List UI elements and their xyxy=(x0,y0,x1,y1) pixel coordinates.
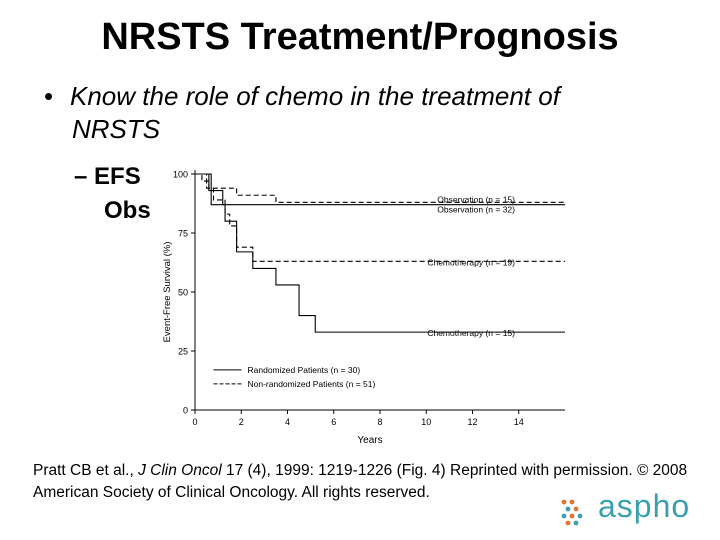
slide-title: NRSTS Treatment/Prognosis xyxy=(101,16,619,58)
x-tick-label: 12 xyxy=(467,417,477,427)
y-tick-label: 50 xyxy=(178,288,188,298)
bullet-marker: • xyxy=(44,81,54,111)
y-tick-label: 0 xyxy=(183,406,188,416)
x-axis-label: Years xyxy=(357,435,382,446)
chart-background xyxy=(150,160,570,455)
sub-marker: – xyxy=(74,163,88,190)
x-tick-label: 2 xyxy=(239,417,244,427)
bullet-line-1: • Know the role of chemo in the treatment… xyxy=(44,80,560,113)
aspho-logo: aspho xyxy=(558,488,718,536)
x-tick-label: 6 xyxy=(331,417,336,427)
series-label: Chemotherapy (n = 15) xyxy=(427,328,515,338)
citation: Pratt CB et al., J Clin Oncol 17 (4), 19… xyxy=(33,460,693,504)
logo-text: aspho xyxy=(598,488,691,524)
series-label: Observation (n = 15) xyxy=(437,195,515,205)
sub-line-1: – EFS xyxy=(74,160,151,194)
series-label: Observation (n = 32) xyxy=(437,204,515,214)
sub-text-1: EFS xyxy=(94,163,141,190)
citation-journal: J Clin Oncol xyxy=(138,462,222,479)
legend-label: Non-randomized Patients (n = 51) xyxy=(248,379,376,389)
series-line xyxy=(195,173,565,262)
legend-label: Randomized Patients (n = 30) xyxy=(248,365,361,375)
y-tick-label: 75 xyxy=(178,229,188,239)
main-bullet: • Know the role of chemo in the treatment… xyxy=(44,80,560,146)
y-tick-label: 100 xyxy=(173,170,188,180)
sub-text-2: Obs xyxy=(104,197,151,224)
series-line xyxy=(195,173,565,203)
x-tick-label: 14 xyxy=(514,417,524,427)
sub-bullet: – EFS Obs xyxy=(74,160,151,228)
series-label: Chemotherapy (n = 19) xyxy=(427,257,515,267)
bullet-text-1: Know the role of chemo in the treatment … xyxy=(70,81,560,111)
efs-chart: 0 25 50 75 100 0 2 4 6 8 10 12 14 Years Event-Free Sur… xyxy=(150,160,570,455)
y-axis-label: Event-Free Survival (%) xyxy=(162,242,173,343)
x-tick-label: 4 xyxy=(285,417,290,427)
logo-dots-icon xyxy=(561,499,583,526)
series-line xyxy=(195,173,565,333)
x-tick-label: 10 xyxy=(421,417,431,427)
citation-part-2: 17 (4), 1999: 1219-1226 (Fig. 4) Reprint… xyxy=(33,462,688,501)
y-tick-label: 25 xyxy=(178,347,188,357)
citation-part-1: Pratt CB et al., xyxy=(33,462,139,479)
bullet-text-2: NRSTS xyxy=(72,114,161,144)
x-tick-label: 0 xyxy=(192,417,197,427)
x-tick-label: 8 xyxy=(377,417,382,427)
